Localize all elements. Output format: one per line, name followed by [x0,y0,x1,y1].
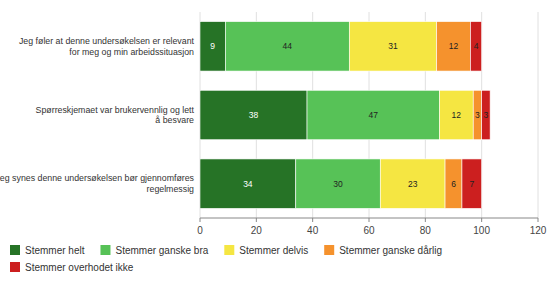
bar [380,159,445,208]
category-label: Jeg synes denne undersøkelsen bør gjenno… [0,173,195,194]
legend-swatch [224,245,234,255]
legend-item: Stemmer overhodet ikke [10,262,134,273]
bar [200,159,296,208]
tick-label: 80 [420,225,432,236]
x-axis-line [200,218,538,219]
bar [473,90,481,139]
category-label-line: regelmessig [147,184,195,194]
data-label: 3 [475,110,480,120]
legend-swatch [100,245,110,255]
tick-label: 0 [197,225,203,236]
legend: Stemmer helt Stemmer ganske bra Stemmer de… [10,245,442,273]
data-label: 9 [210,41,215,51]
category-label: Spørreskjemaet var brukervennlig og lett… [36,105,195,126]
tick-label: 20 [251,225,263,236]
bar [462,159,482,208]
grid [200,12,538,218]
bar [307,90,439,139]
tick [369,218,370,222]
bar [439,90,473,139]
category-label-line: Jeg føler at denne undersøkelsen er rele… [19,36,195,46]
category-label-line: Spørreskjemaet var brukervennlig og lett [36,105,195,115]
tick [200,218,201,222]
data-label: 44 [283,41,293,51]
data-label: 31 [388,41,398,51]
bar [470,22,481,71]
tick [538,218,539,222]
category-label-line: for meg og min arbeidssituasjon [69,47,194,57]
tick [312,218,313,222]
data-label: 12 [452,110,462,120]
data-label: 6 [451,179,456,189]
bar [296,159,381,208]
tick [256,218,257,222]
tick [425,218,426,222]
legend-item: Stemmer delvis [224,245,308,256]
legend-item: Stemmer helt [10,245,85,256]
tick-label: 60 [363,225,375,236]
category-label-line: Jeg synes denne undersøkelsen bør gjenno… [0,173,195,183]
data-label: 34 [243,179,253,189]
data-label: 7 [469,179,474,189]
bar [200,90,307,139]
legend-label: Stemmer overhodet ikke [25,262,134,273]
data-label: 12 [449,41,459,51]
legend-swatch [324,245,334,255]
legend-swatch [10,245,20,255]
bar [349,22,436,71]
bar [482,90,490,139]
data-label: 47 [368,110,378,120]
legend-label: Stemmer ganske dårlig [339,245,442,256]
data-labels: 9 38 34 44 47 30 31 12 23 12 3 6 4 3 7 [210,41,488,188]
data-label: 23 [408,179,418,189]
legend-swatch [10,262,20,272]
data-label: 4 [474,41,479,51]
category-label-line: å besvare [155,115,194,125]
legend-label: Stemmer delvis [239,245,308,256]
category-label: Jeg føler at denne undersøkelsen er rele… [19,36,195,57]
x-axis: 0 20 40 60 80 100 120 [197,218,547,236]
tick-label: 40 [307,225,319,236]
bar [445,159,462,208]
bar [200,22,225,71]
legend-item: Stemmer ganske bra [100,245,208,256]
legend-label: Stemmer helt [25,245,85,256]
tick [481,218,482,222]
data-label: 3 [484,110,489,120]
legend-item: Stemmer ganske dårlig [324,245,442,256]
tick-label: 100 [473,225,490,236]
bars [200,22,490,209]
y-axis: Jeg føler at denne undersøkelsen er rele… [0,36,195,194]
tick-label: 120 [530,225,547,236]
bar [225,22,349,71]
chart: 0 20 40 60 80 100 120 Jeg føler at denne unders… [0,0,550,300]
bar [437,22,471,71]
data-label: 38 [249,110,259,120]
grid-line [538,12,539,218]
data-label: 30 [333,179,343,189]
legend-label: Stemmer ganske bra [115,245,208,256]
